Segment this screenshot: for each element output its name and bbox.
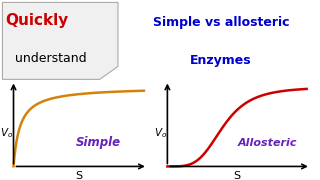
Text: Allosteric: Allosteric [238,138,297,148]
Polygon shape [3,2,118,79]
Text: Quickly: Quickly [5,13,68,28]
Text: Simple: Simple [76,136,121,149]
Text: $V_o$: $V_o$ [0,126,13,140]
Text: S: S [75,171,82,180]
Text: S: S [234,171,241,180]
Text: Simple vs allosteric: Simple vs allosteric [153,16,289,29]
Text: $V_o$: $V_o$ [154,126,167,140]
Text: Enzymes: Enzymes [190,54,252,67]
Text: understand: understand [15,52,87,65]
